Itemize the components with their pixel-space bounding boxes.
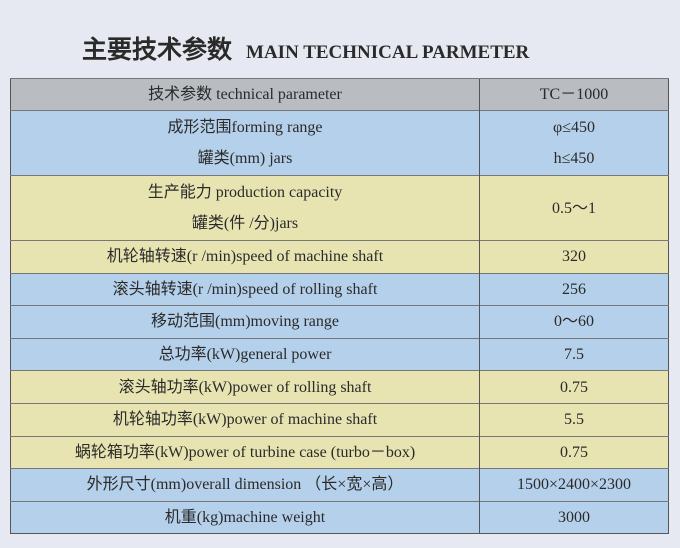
value-line: 5.5 — [564, 411, 584, 429]
param-name: 机重(kg)machine weight — [10, 500, 480, 534]
value-line: 320 — [562, 248, 586, 266]
param-name: 滚头轴转速(r /min)speed of rolling shaft — [10, 272, 480, 306]
param-name: 滚头轴功率(kW)power of rolling shaft — [10, 370, 480, 404]
value-line: 3000 — [558, 509, 590, 527]
param-line: 罐类(mm) jars — [197, 150, 293, 167]
param-line: 生产能力 production capacity — [147, 184, 343, 201]
param-value: 256 — [479, 272, 669, 306]
value-line: 1500×2400×2300 — [516, 476, 632, 494]
table-row: 总功率(kW)general power 7.5 — [10, 337, 669, 371]
param-name: 蜗轮箱功率(kW)power of turbine case (turbo－bo… — [10, 435, 480, 469]
parameter-table: 技术参数 technical parameter TC－1000 成形范围for… — [10, 78, 669, 535]
value-line: 0.75 — [560, 443, 588, 461]
table-row: 机重(kg)machine weight 3000 — [10, 500, 669, 534]
param-name: 外形尺寸(mm)overall dimension （长×宽×高） — [10, 468, 480, 502]
param-name: 生产能力 production capacity 罐类(件 /分)jars — [10, 175, 480, 241]
value-line: 0.5～1 — [551, 199, 596, 217]
param-line: 罐类(件 /分)jars — [191, 215, 299, 232]
param-line: 机轮轴转速(r /min)speed of machine shaft — [106, 248, 384, 266]
title-en: MAIN TECHNICAL PARMETER — [246, 42, 530, 63]
param-value: φ≤450 h≤450 — [479, 110, 669, 176]
param-value: 0.75 — [479, 435, 669, 469]
table-row: 蜗轮箱功率(kW)power of turbine case (turbo－bo… — [10, 435, 669, 469]
param-name: 成形范围forming range 罐类(mm) jars — [10, 110, 480, 176]
param-value: 0.5～1 — [479, 175, 669, 241]
table-row: 滚头轴功率(kW)power of rolling shaft 0.75 — [10, 370, 669, 404]
page-title: 主要技术参数 MAIN TECHNICAL PARMETER — [82, 30, 529, 66]
param-name: 移动范围(mm)moving range — [10, 305, 480, 339]
param-name: 总功率(kW)general power — [10, 337, 480, 371]
param-value: 0～60 — [479, 305, 669, 339]
table-row: 机轮轴转速(r /min)speed of machine shaft 320 — [10, 240, 669, 274]
header-model: TC－1000 — [479, 78, 669, 111]
value-line: h≤450 — [553, 150, 595, 167]
table-header-row: 技术参数 technical parameter TC－1000 — [10, 78, 669, 111]
param-value: 5.5 — [479, 402, 669, 437]
header-param: 技术参数 technical parameter — [10, 78, 480, 111]
param-name: 机轮轴转速(r /min)speed of machine shaft — [10, 240, 480, 274]
param-line: 外形尺寸(mm)overall dimension （长×宽×高） — [86, 476, 404, 494]
param-line: 成形范围forming range — [167, 119, 323, 136]
value-line: 0.75 — [560, 378, 588, 396]
table-row: 外形尺寸(mm)overall dimension （长×宽×高） 1500×24… — [10, 468, 669, 502]
param-line: 机轮轴功率(kW)power of machine shaft — [112, 411, 378, 429]
param-line: 滚头轴转速(r /min)speed of rolling shaft — [112, 280, 378, 298]
value-line: 0～60 — [553, 313, 594, 331]
param-value: 1500×2400×2300 — [479, 468, 669, 502]
param-line: 滚头轴功率(kW)power of rolling shaft — [118, 378, 372, 396]
value-line: φ≤450 — [552, 119, 595, 136]
param-value: 7.5 — [479, 337, 669, 371]
param-value: 0.75 — [479, 370, 669, 404]
table-row: 机轮轴功率(kW)power of machine shaft 5.5 — [10, 402, 669, 437]
table-row: 移动范围(mm)moving range 0～60 — [10, 305, 669, 339]
table-row: 成形范围forming range 罐类(mm) jars φ≤450 h≤450 — [10, 110, 669, 176]
table-row: 滚头轴转速(r /min)speed of rolling shaft 256 — [10, 272, 669, 306]
param-line: 机重(kg)machine weight — [164, 509, 326, 527]
param-value: 320 — [479, 240, 669, 274]
title-zh: 主要技术参数 — [82, 37, 233, 64]
value-line: 7.5 — [564, 346, 584, 364]
param-line: 总功率(kW)general power — [158, 346, 332, 364]
param-line: 蜗轮箱功率(kW)power of turbine case (turbo－bo… — [74, 443, 416, 461]
value-line: 256 — [562, 280, 586, 298]
table-row: 生产能力 production capacity 罐类(件 /分)jars 0.5～… — [10, 175, 669, 241]
param-line: 移动范围(mm)moving range — [151, 313, 339, 331]
param-name: 机轮轴功率(kW)power of machine shaft — [10, 402, 480, 437]
param-value: 3000 — [479, 500, 669, 534]
